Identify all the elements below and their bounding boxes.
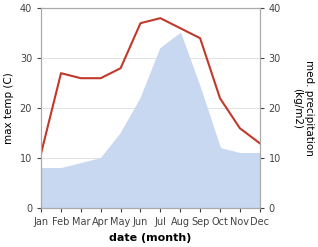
Y-axis label: max temp (C): max temp (C) bbox=[4, 72, 14, 144]
X-axis label: date (month): date (month) bbox=[109, 233, 192, 243]
Y-axis label: med. precipitation
(kg/m2): med. precipitation (kg/m2) bbox=[292, 60, 314, 156]
